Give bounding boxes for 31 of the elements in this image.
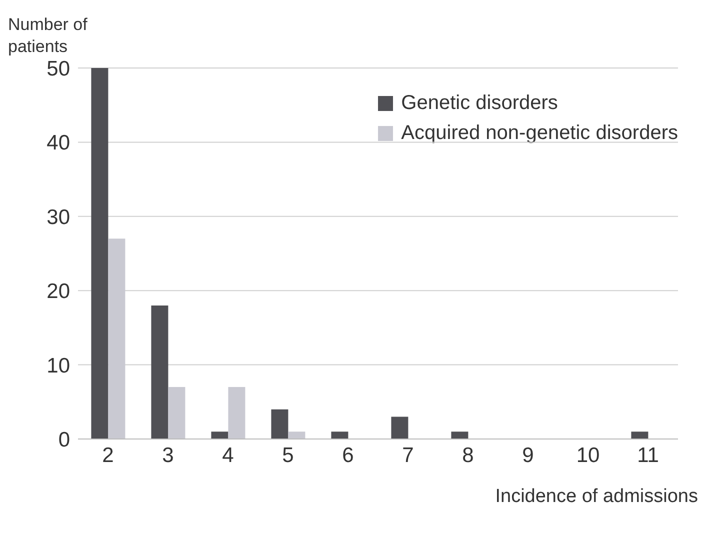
y-axis-title: Number of patients	[8, 14, 88, 58]
bar	[271, 409, 288, 439]
bar	[391, 416, 408, 439]
x-axis-title: Incidence of admissions	[495, 486, 698, 508]
x-tick-label: 7	[402, 444, 414, 467]
y-tick-label: 0	[58, 428, 70, 452]
y-tick-label: 40	[46, 132, 70, 155]
bar	[91, 68, 108, 439]
x-tick-label: 2	[102, 444, 114, 467]
y-tick-label: 10	[46, 354, 70, 378]
x-tick-label: 6	[342, 444, 354, 467]
y-tick-label: 50	[46, 57, 70, 80]
bar	[228, 387, 246, 439]
x-tick-label: 3	[162, 444, 174, 467]
x-tick-label: 8	[462, 444, 474, 467]
x-tick-label: 11	[637, 444, 659, 467]
bar	[168, 387, 186, 439]
bar	[288, 432, 306, 439]
x-tick-label: 9	[522, 444, 534, 467]
bar	[631, 432, 648, 439]
x-tick-label: 10	[576, 444, 600, 467]
legend-label: Acquired non-genetic disorders	[401, 121, 678, 146]
legend-label: Genetic disorders	[401, 91, 558, 116]
x-tick-label: 5	[282, 444, 294, 467]
y-tick-label: 20	[46, 280, 70, 304]
bar	[151, 305, 168, 439]
bar	[331, 432, 348, 439]
x-tick-label: 4	[222, 444, 234, 467]
y-tick-label: 30	[46, 206, 70, 229]
bar	[211, 432, 228, 439]
bar	[451, 432, 468, 439]
